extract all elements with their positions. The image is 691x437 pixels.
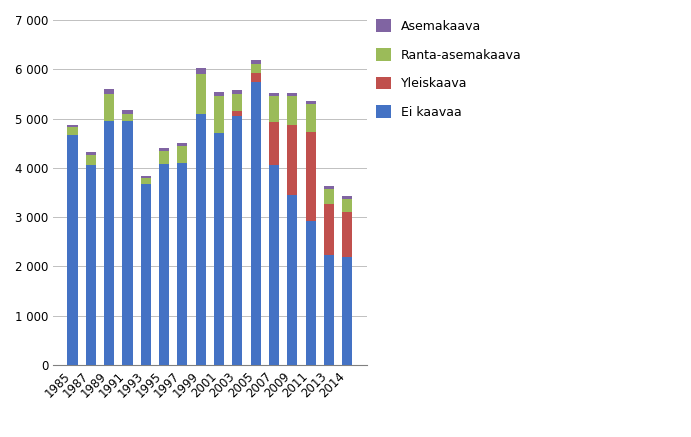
Bar <box>122 111 133 114</box>
Bar <box>287 97 297 125</box>
Bar <box>232 111 243 116</box>
Bar <box>141 178 151 184</box>
Bar <box>305 101 316 104</box>
Bar <box>232 116 243 365</box>
Bar <box>232 94 243 111</box>
Bar <box>305 104 316 132</box>
Bar <box>324 204 334 255</box>
Bar <box>159 148 169 151</box>
Bar <box>68 125 77 128</box>
Bar <box>141 184 151 365</box>
Bar <box>342 257 352 365</box>
Bar <box>159 151 169 164</box>
Bar <box>287 125 297 195</box>
Bar <box>122 121 133 365</box>
Bar <box>305 132 316 221</box>
Bar <box>196 114 206 365</box>
Bar <box>104 89 114 94</box>
Bar <box>86 152 96 155</box>
Bar <box>178 143 187 146</box>
Bar <box>104 94 114 121</box>
Bar <box>269 93 279 97</box>
Bar <box>251 82 261 365</box>
Bar <box>287 195 297 365</box>
Bar <box>251 64 261 73</box>
Bar <box>324 255 334 365</box>
Bar <box>86 155 96 165</box>
Bar <box>342 198 352 212</box>
Bar <box>287 93 297 97</box>
Bar <box>178 163 187 365</box>
Bar <box>122 114 133 121</box>
Bar <box>68 135 77 365</box>
Bar <box>269 97 279 122</box>
Bar <box>214 92 224 96</box>
Bar <box>324 190 334 204</box>
Bar <box>196 68 206 74</box>
Bar <box>159 164 169 365</box>
Bar <box>269 122 279 165</box>
Bar <box>178 146 187 163</box>
Bar <box>269 165 279 365</box>
Bar <box>342 212 352 257</box>
Bar <box>324 186 334 190</box>
Bar <box>214 133 224 365</box>
Bar <box>104 121 114 365</box>
Bar <box>232 90 243 94</box>
Bar <box>342 196 352 198</box>
Bar <box>141 176 151 178</box>
Bar <box>68 128 77 135</box>
Bar <box>86 165 96 365</box>
Bar <box>251 73 261 82</box>
Bar <box>305 221 316 365</box>
Bar <box>196 74 206 114</box>
Bar <box>251 60 261 64</box>
Bar <box>214 96 224 133</box>
Legend: Asemakaava, Ranta-asemakaava, Yleiskaava, Ei kaavaa: Asemakaava, Ranta-asemakaava, Yleiskaava… <box>376 19 522 119</box>
